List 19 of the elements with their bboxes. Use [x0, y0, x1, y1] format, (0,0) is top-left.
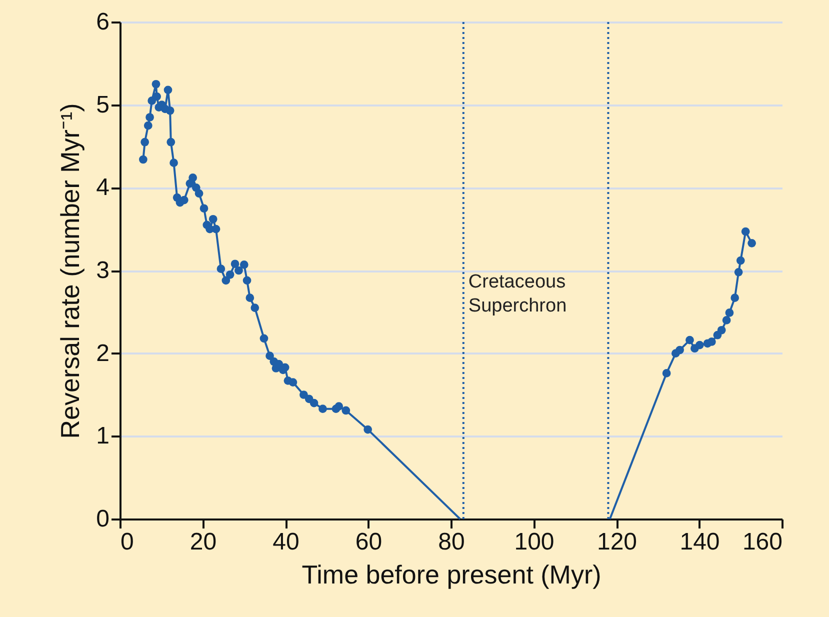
y-tick-label: 6	[96, 8, 110, 36]
y-tick-label: 1	[96, 422, 110, 450]
y-tick-label: 0	[96, 506, 110, 532]
x-tick-label: 160	[742, 528, 782, 556]
y-tick-label: 2	[96, 340, 110, 367]
y-tick-label: 4	[96, 174, 110, 202]
x-tick-label: 80	[438, 528, 465, 556]
x-tick-label: 0	[120, 528, 134, 556]
x-tick-label: 120	[596, 528, 638, 556]
x-tick-label: 140	[680, 528, 720, 556]
y-tick-label: 3	[96, 257, 110, 284]
x-axis-title: Time before present (Myr)	[302, 560, 602, 590]
x-tick-label: 100	[514, 528, 554, 556]
x-tick-label: 60	[355, 528, 382, 556]
x-tick-label: 20	[190, 528, 217, 556]
y-axis-title: Reversal rate (number Myr⁻¹)	[55, 103, 86, 439]
x-tick-label: 40	[272, 528, 300, 556]
y-tick-label: 5	[96, 91, 110, 118]
ref-line-label: Cretaceous Superchron	[468, 272, 567, 316]
